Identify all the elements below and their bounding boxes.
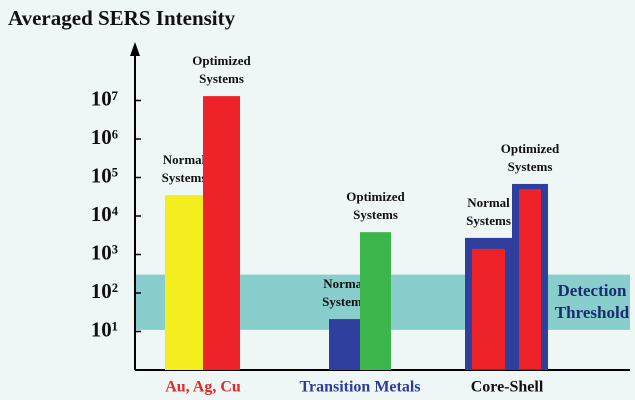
bar-label: Systems bbox=[508, 159, 553, 174]
threshold-label: Threshold bbox=[555, 303, 630, 322]
y-tick-label: 10¹ bbox=[91, 317, 118, 341]
bar-label: Systems bbox=[466, 213, 511, 228]
y-tick-label: 10⁷ bbox=[91, 86, 118, 110]
y-tick-label: 10⁵ bbox=[91, 163, 118, 187]
bar-label: Systems bbox=[353, 207, 398, 222]
bar bbox=[165, 195, 203, 370]
bar bbox=[360, 232, 391, 370]
bar-label: Systems bbox=[322, 294, 367, 309]
group-label: Transition Metals bbox=[299, 379, 420, 396]
bar bbox=[329, 319, 360, 370]
threshold-label: Detection bbox=[558, 281, 627, 300]
bar-label: Normal bbox=[467, 195, 510, 210]
bar-label: Optimized bbox=[346, 189, 405, 204]
bar-label: Systems bbox=[162, 170, 207, 185]
bar bbox=[203, 96, 240, 370]
core-bar bbox=[472, 248, 505, 369]
y-tick-label: 10⁶ bbox=[91, 125, 118, 149]
y-axis-arrow bbox=[130, 42, 140, 56]
group-label: Core-Shell bbox=[471, 379, 544, 396]
bar-label: Systems bbox=[199, 71, 244, 86]
bar-label: Optimized bbox=[501, 141, 560, 156]
group-label: Au, Ag, Cu bbox=[165, 379, 241, 396]
y-tick-label: 10² bbox=[91, 279, 118, 303]
bar-label: Normal bbox=[323, 276, 366, 291]
y-tick-label: 10³ bbox=[91, 240, 118, 264]
chart-title: Averaged SERS Intensity bbox=[8, 6, 236, 30]
y-tick-label: 10⁴ bbox=[91, 202, 119, 226]
bar-label: Optimized bbox=[192, 53, 251, 68]
bar-label: Normal bbox=[163, 152, 206, 167]
core-bar bbox=[519, 189, 541, 369]
